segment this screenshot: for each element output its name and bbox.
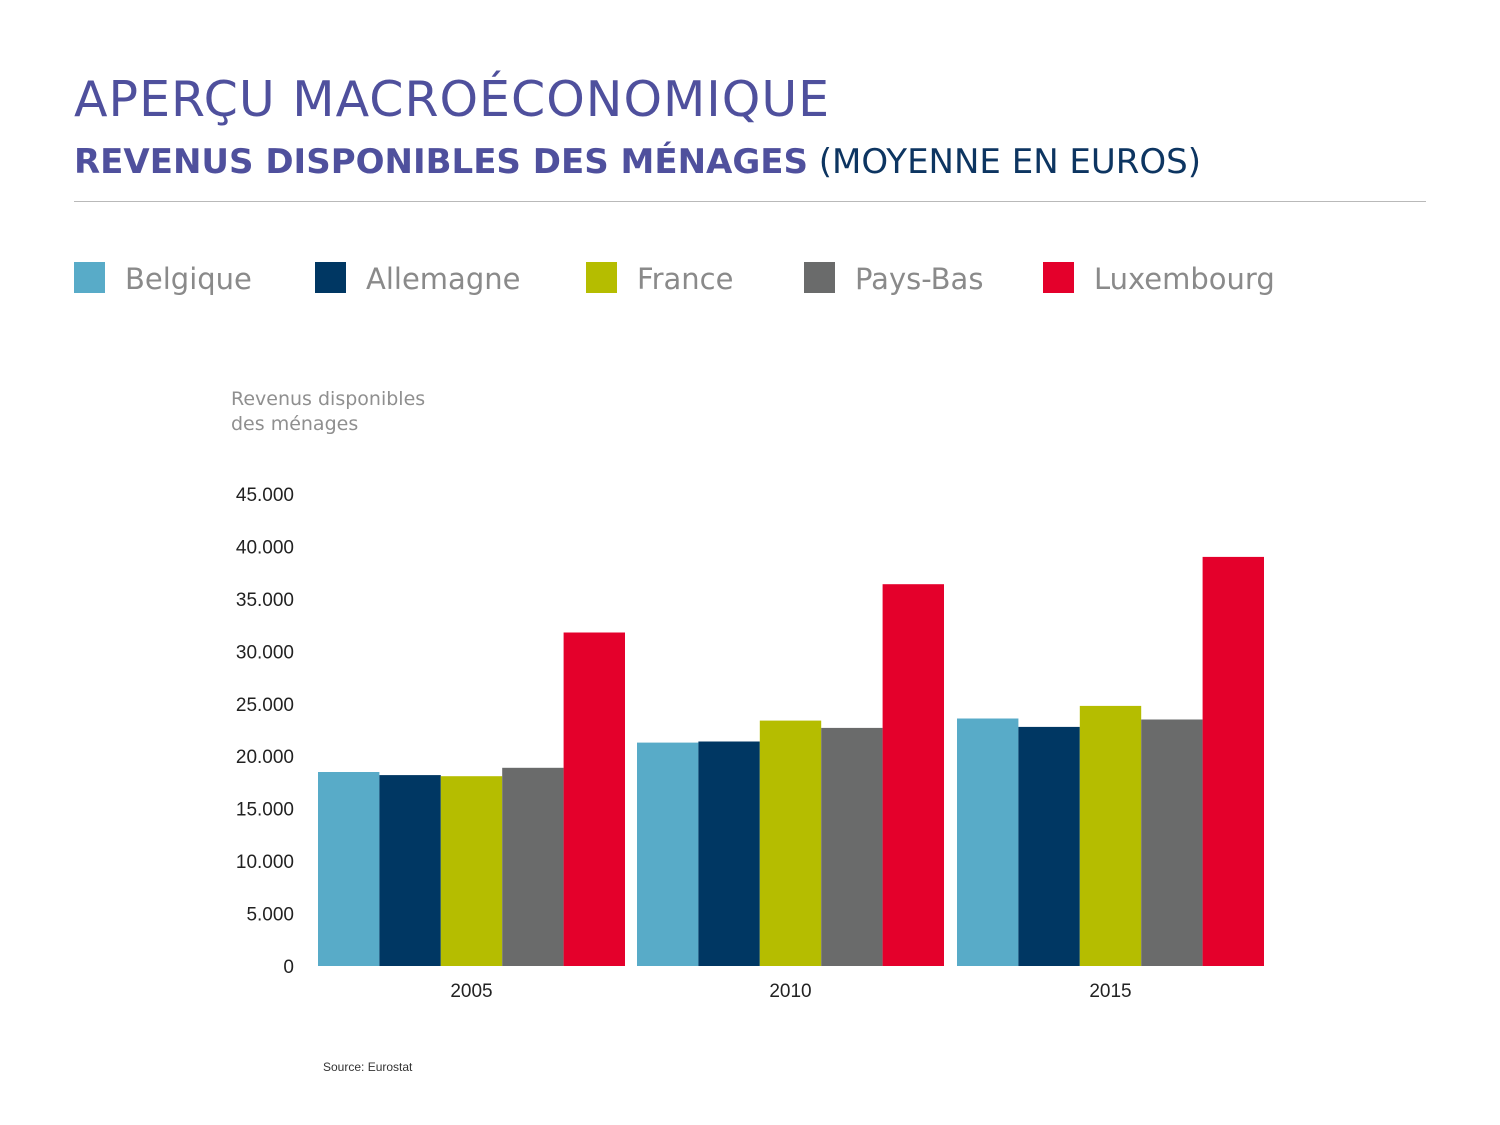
chart-legend: Belgique Allemagne France Pays-Bas Luxem… bbox=[74, 261, 1374, 301]
y-tick-label: 5.000 bbox=[246, 905, 294, 926]
bar-pays-bas-2010 bbox=[821, 727, 883, 966]
bar-france-2005 bbox=[440, 776, 503, 966]
legend-swatch-pays-bas bbox=[804, 262, 835, 293]
x-tick-label: 2005 bbox=[450, 981, 492, 1002]
header-divider bbox=[74, 201, 1426, 202]
legend-swatch-france bbox=[586, 262, 617, 293]
bar-france-2015 bbox=[1079, 705, 1142, 966]
bar-belgique-2015 bbox=[957, 718, 1019, 966]
x-tick-label: 2015 bbox=[1089, 981, 1131, 1002]
y-tick-label: 25.000 bbox=[236, 695, 294, 716]
legend-label-france: France bbox=[637, 262, 734, 296]
y-axis-ticks: 0 5.000 10.000 15.000 20.000 25.000 30.000 35.0… bbox=[236, 485, 294, 978]
bar-luxembourg-2005 bbox=[563, 632, 625, 966]
legend-label-allemagne: Allemagne bbox=[366, 262, 521, 296]
source-note: Source: Eurostat bbox=[323, 1060, 413, 1074]
y-tick-label: 45.000 bbox=[236, 485, 294, 506]
chart-subtitle-main: REVENUS DISPONIBLES DES MÉNAGES bbox=[74, 142, 808, 182]
legend-label-pays-bas: Pays-Bas bbox=[855, 262, 984, 296]
y-tick-label: 0 bbox=[283, 957, 294, 978]
y-tick-label: 35.000 bbox=[236, 590, 294, 611]
bar-pays-bas-2005 bbox=[502, 767, 564, 966]
y-axis-title-line-2: des ménages bbox=[231, 413, 358, 435]
bar-belgique-2005 bbox=[318, 772, 380, 966]
legend-label-belgique: Belgique bbox=[125, 262, 252, 296]
y-tick-label: 15.000 bbox=[236, 800, 294, 821]
legend-swatch-allemagne bbox=[315, 262, 346, 293]
bar-luxembourg-2015 bbox=[1202, 556, 1264, 966]
legend-label-luxembourg: Luxembourg bbox=[1094, 262, 1275, 296]
page-title: APERÇU MACROÉCONOMIQUE bbox=[74, 71, 831, 128]
bar-france-2010 bbox=[759, 720, 822, 966]
y-tick-label: 20.000 bbox=[236, 747, 294, 768]
x-axis-ticks: 2005 2010 2015 bbox=[450, 981, 1131, 1002]
legend-swatch-luxembourg bbox=[1043, 262, 1074, 293]
chart-subtitle-unit: (MOYENNE EN EUROS) bbox=[818, 142, 1202, 182]
y-tick-label: 40.000 bbox=[236, 537, 294, 558]
bar-allemagne-2010 bbox=[698, 741, 760, 966]
page-heading: APERÇU MACROÉCONOMIQUE REVENUS DISPONIBL… bbox=[74, 70, 1426, 184]
bar-series bbox=[318, 556, 1264, 966]
bar-allemagne-2015 bbox=[1018, 726, 1080, 966]
y-axis-title-line-1: Revenus disponibles bbox=[231, 388, 425, 410]
y-tick-label: 30.000 bbox=[236, 642, 294, 663]
y-tick-label: 10.000 bbox=[236, 852, 294, 873]
bar-luxembourg-2010 bbox=[882, 584, 944, 966]
bar-pays-bas-2015 bbox=[1141, 719, 1203, 966]
legend-swatch-belgique bbox=[74, 262, 105, 293]
chart-subtitle: REVENUS DISPONIBLES DES MÉNAGES (MOYENNE… bbox=[74, 140, 1426, 184]
bar-allemagne-2005 bbox=[379, 775, 441, 966]
x-tick-label: 2010 bbox=[769, 981, 811, 1002]
bar-belgique-2010 bbox=[637, 742, 699, 966]
